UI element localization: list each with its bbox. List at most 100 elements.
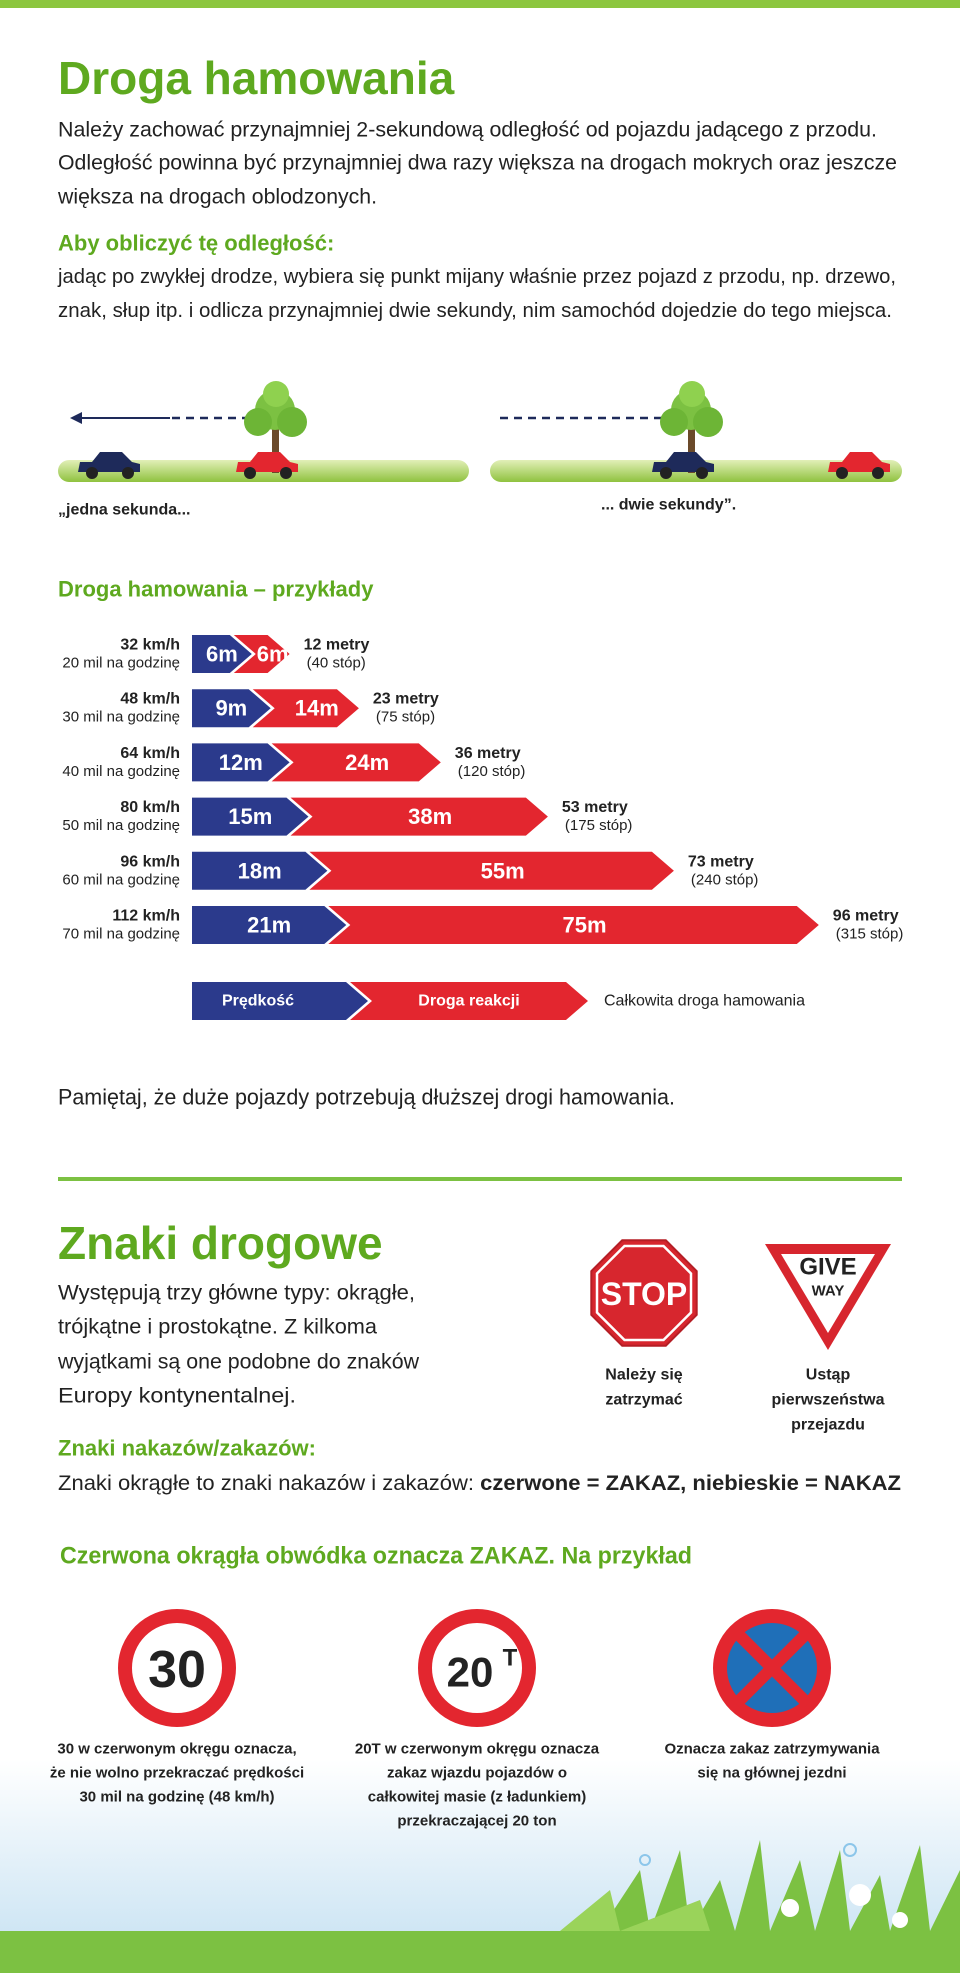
sign-caption: całkowitej masie (z ładunkiem) [368, 1789, 586, 1806]
calc-line: jadąc po zwykłej drodze, wybiera się pun… [57, 266, 896, 288]
stopping-label: 14m [295, 696, 339, 721]
scene-one-second [58, 381, 469, 482]
sign-text: 20 [447, 1649, 494, 1696]
thinking-label: 18m [238, 858, 282, 883]
intro-line: Odległość powinna być przynajmniej dwa r… [58, 152, 897, 175]
feet-label: (175 stóp) [565, 817, 633, 834]
intro-line: większa na drogach oblodzonych. [57, 186, 377, 209]
subheading: Znaki nakazów/zakazów: [58, 1436, 316, 1461]
sky-background [0, 1760, 960, 1932]
sign-caption: 30 w czerwonym okręgu oznacza, [57, 1741, 296, 1758]
chart-title: Droga hamowania – przykłady [58, 577, 374, 602]
speed-label: 64 km/h [120, 745, 180, 762]
feet-label: (315 stóp) [836, 926, 904, 943]
mph-label: 50 mil na godzinę [62, 817, 180, 834]
sign-caption: zatrzymać [605, 1392, 682, 1409]
thinking-label: 9m [215, 696, 247, 721]
sign-caption: Oznacza zakaz zatrzymywania [664, 1741, 880, 1758]
total-label: 73 metry [688, 853, 754, 870]
stopping-label: 55m [481, 858, 525, 883]
sign-caption: Należy się [605, 1367, 682, 1384]
note: Pamiętaj, że duże pojazdy potrzebują dłu… [58, 1085, 675, 1110]
mph-label: 70 mil na godzinę [62, 926, 180, 943]
sign-caption: zakaz wjazdu pojazdów o [387, 1765, 567, 1782]
sign-text: 30 [148, 1641, 206, 1699]
sign-text: STOP [601, 1276, 688, 1312]
feet-label: (75 stóp) [376, 709, 435, 726]
tree [660, 381, 723, 473]
mph-label: 30 mil na godzinę [62, 709, 180, 726]
tree [244, 381, 307, 473]
stopping-label: 75m [563, 913, 607, 938]
car-blue [652, 452, 714, 479]
feet-label: (40 stóp) [307, 655, 366, 672]
scene-caption: „jedna sekunda... [58, 502, 190, 519]
thinking-bar [192, 851, 328, 890]
sign-caption: 20T w czerwonym okręgu oznacza [355, 1741, 600, 1758]
sign-caption: się na głównej jezdni [697, 1765, 846, 1782]
stopping-bar [328, 906, 819, 944]
car-red [828, 452, 890, 479]
stopping-bar [252, 689, 359, 728]
grass [560, 1840, 960, 1931]
subheading: Aby obliczyć tę odległość: [58, 231, 334, 256]
sign-text: GIVE [799, 1254, 856, 1281]
speed-label: 48 km/h [120, 691, 180, 708]
thinking-label: 15m [228, 804, 272, 829]
sign-text: WAY [812, 1283, 845, 1300]
intro-line: wyjątkami są one podobne do znaków [57, 1351, 420, 1374]
total-label: 36 metry [455, 745, 521, 762]
speed-label: 96 km/h [120, 853, 180, 870]
stopping-bar [309, 851, 674, 890]
mph-label: 40 mil na godzinę [62, 763, 180, 780]
example-captions: 30 w czerwonym okręgu oznacza, że nie wol… [50, 1741, 880, 1830]
top-bar [0, 0, 960, 8]
intro-line: trójkątne i prostokątne. Z kilkoma [58, 1316, 377, 1339]
section-title: Znaki drogowe [58, 1217, 383, 1269]
intro-line: Występują trzy główne typy: okrągłe, [58, 1282, 415, 1305]
speed-label: 80 km/h [120, 799, 180, 816]
legend-label: Prędkość [222, 993, 294, 1010]
stopping-label: 38m [408, 804, 452, 829]
speed-label: 112 km/h [112, 908, 180, 925]
thinking-label: 12m [219, 750, 263, 775]
rule-bold: czerwone = ZAKAZ, niebieskie = NAKAZ [480, 1472, 901, 1495]
total-label: 12 metry [304, 637, 370, 654]
sign-caption: przekraczającej 20 ton [397, 1813, 556, 1830]
legend-label: Całkowita droga hamowania [604, 993, 805, 1010]
total-label: 96 metry [833, 908, 899, 925]
sign-caption: przejazdu [791, 1417, 865, 1434]
give-way-sign: GIVE WAY [765, 1244, 891, 1350]
total-label: 23 metry [373, 691, 439, 708]
thinking-bar [192, 689, 271, 728]
mph-label: 20 mil na godzinę [62, 655, 180, 672]
stopping-bar [233, 635, 290, 673]
thinking-label: 6m [206, 642, 238, 667]
legend-thinking [192, 982, 368, 1020]
calc-line: znak, słup itp. i odlicza przynajmniej d… [58, 300, 892, 322]
total-label: 53 metry [562, 799, 628, 816]
scene-caption: ... dwie sekundy”. [601, 497, 736, 514]
stopping-label: 6m [257, 642, 289, 667]
thinking-bar [192, 635, 252, 673]
intro-line: Europy kontynentalnej. [58, 1385, 296, 1408]
car-red [236, 452, 298, 479]
bottom-bar [0, 1931, 960, 1973]
legend-label: Droga reakcji [418, 993, 519, 1010]
intro-line: Należy zachować przynajmniej 2-sekundową… [58, 119, 877, 142]
section-title: Droga hamowania [58, 52, 455, 104]
feet-label: (120 stóp) [458, 763, 526, 780]
speed-label: 32 km/h [120, 637, 180, 654]
thinking-bar [192, 906, 347, 944]
example-heading: Czerwona okrągła obwódka oznacza ZAKAZ. … [60, 1543, 692, 1570]
thinking-bar [192, 743, 290, 782]
sign-no-stopping [713, 1609, 831, 1727]
scene-two-seconds [490, 381, 902, 482]
sign-caption: Ustąp [806, 1367, 851, 1384]
stop-sign: STOP [590, 1239, 698, 1347]
sign-caption: 30 mil na godzinę (48 km/h) [79, 1789, 274, 1806]
thinking-bar [192, 797, 309, 836]
rule-text: Znaki okrągłe to znaki nakazów i zakazów… [58, 1472, 480, 1495]
